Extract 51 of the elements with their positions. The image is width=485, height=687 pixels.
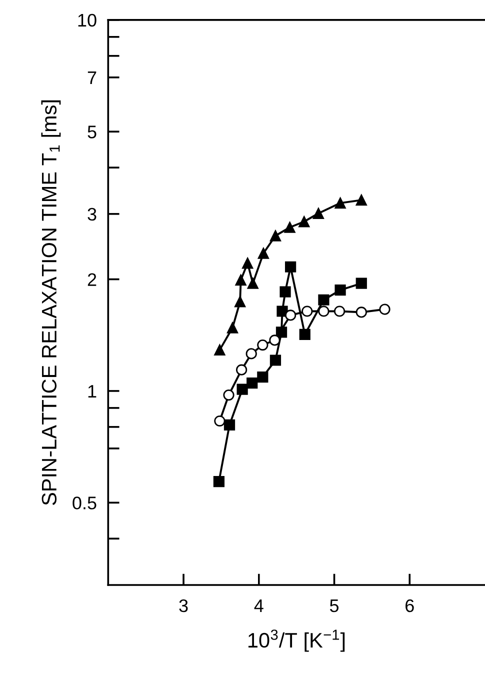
point [214,344,226,356]
point [318,306,330,317]
point [246,348,257,360]
point [234,296,246,308]
point [334,197,346,209]
point [276,306,288,317]
point [214,415,226,427]
point [280,286,291,298]
y-tick-label: 1 [88,385,96,398]
point [312,208,324,219]
point [213,476,225,488]
point [258,248,269,259]
y-tick-label: 5 [88,126,96,138]
y-tick-label: 10 [78,14,96,27]
point [269,334,280,346]
point [223,389,234,401]
point [334,284,346,296]
y-tick-label: 2 [88,273,96,286]
point [246,378,258,389]
point [302,306,313,317]
point [284,310,296,321]
point [356,306,367,318]
point [379,304,390,315]
point [299,328,310,340]
point [236,384,248,395]
point [242,258,254,269]
x-tick-label: 4 [254,600,264,612]
point [318,294,330,306]
y-tick-label: 3 [88,208,96,221]
point [356,278,367,289]
x-tick-label: 5 [330,600,339,612]
point [257,372,268,383]
point [224,419,236,430]
y-axis-title: SPIN-LATTICE RELAXATION TIME T$_{1}$ [ms] [41,100,61,506]
point [247,278,258,289]
y-tick-label: 0.5 [72,496,96,510]
y-tick-label: 7 [88,72,96,84]
point [236,364,248,376]
point [257,339,268,351]
x-axis-title: 10$^{3}$/T [K$^{−1}$] [248,630,345,652]
point [270,354,282,366]
x-tick-label: 6 [406,599,414,612]
point [334,306,346,317]
point [298,216,310,228]
point [284,261,296,272]
point [356,194,367,206]
point [235,274,246,286]
point [226,322,238,334]
point [270,230,282,242]
x-tick-label: 3 [179,599,188,612]
point [284,222,296,233]
